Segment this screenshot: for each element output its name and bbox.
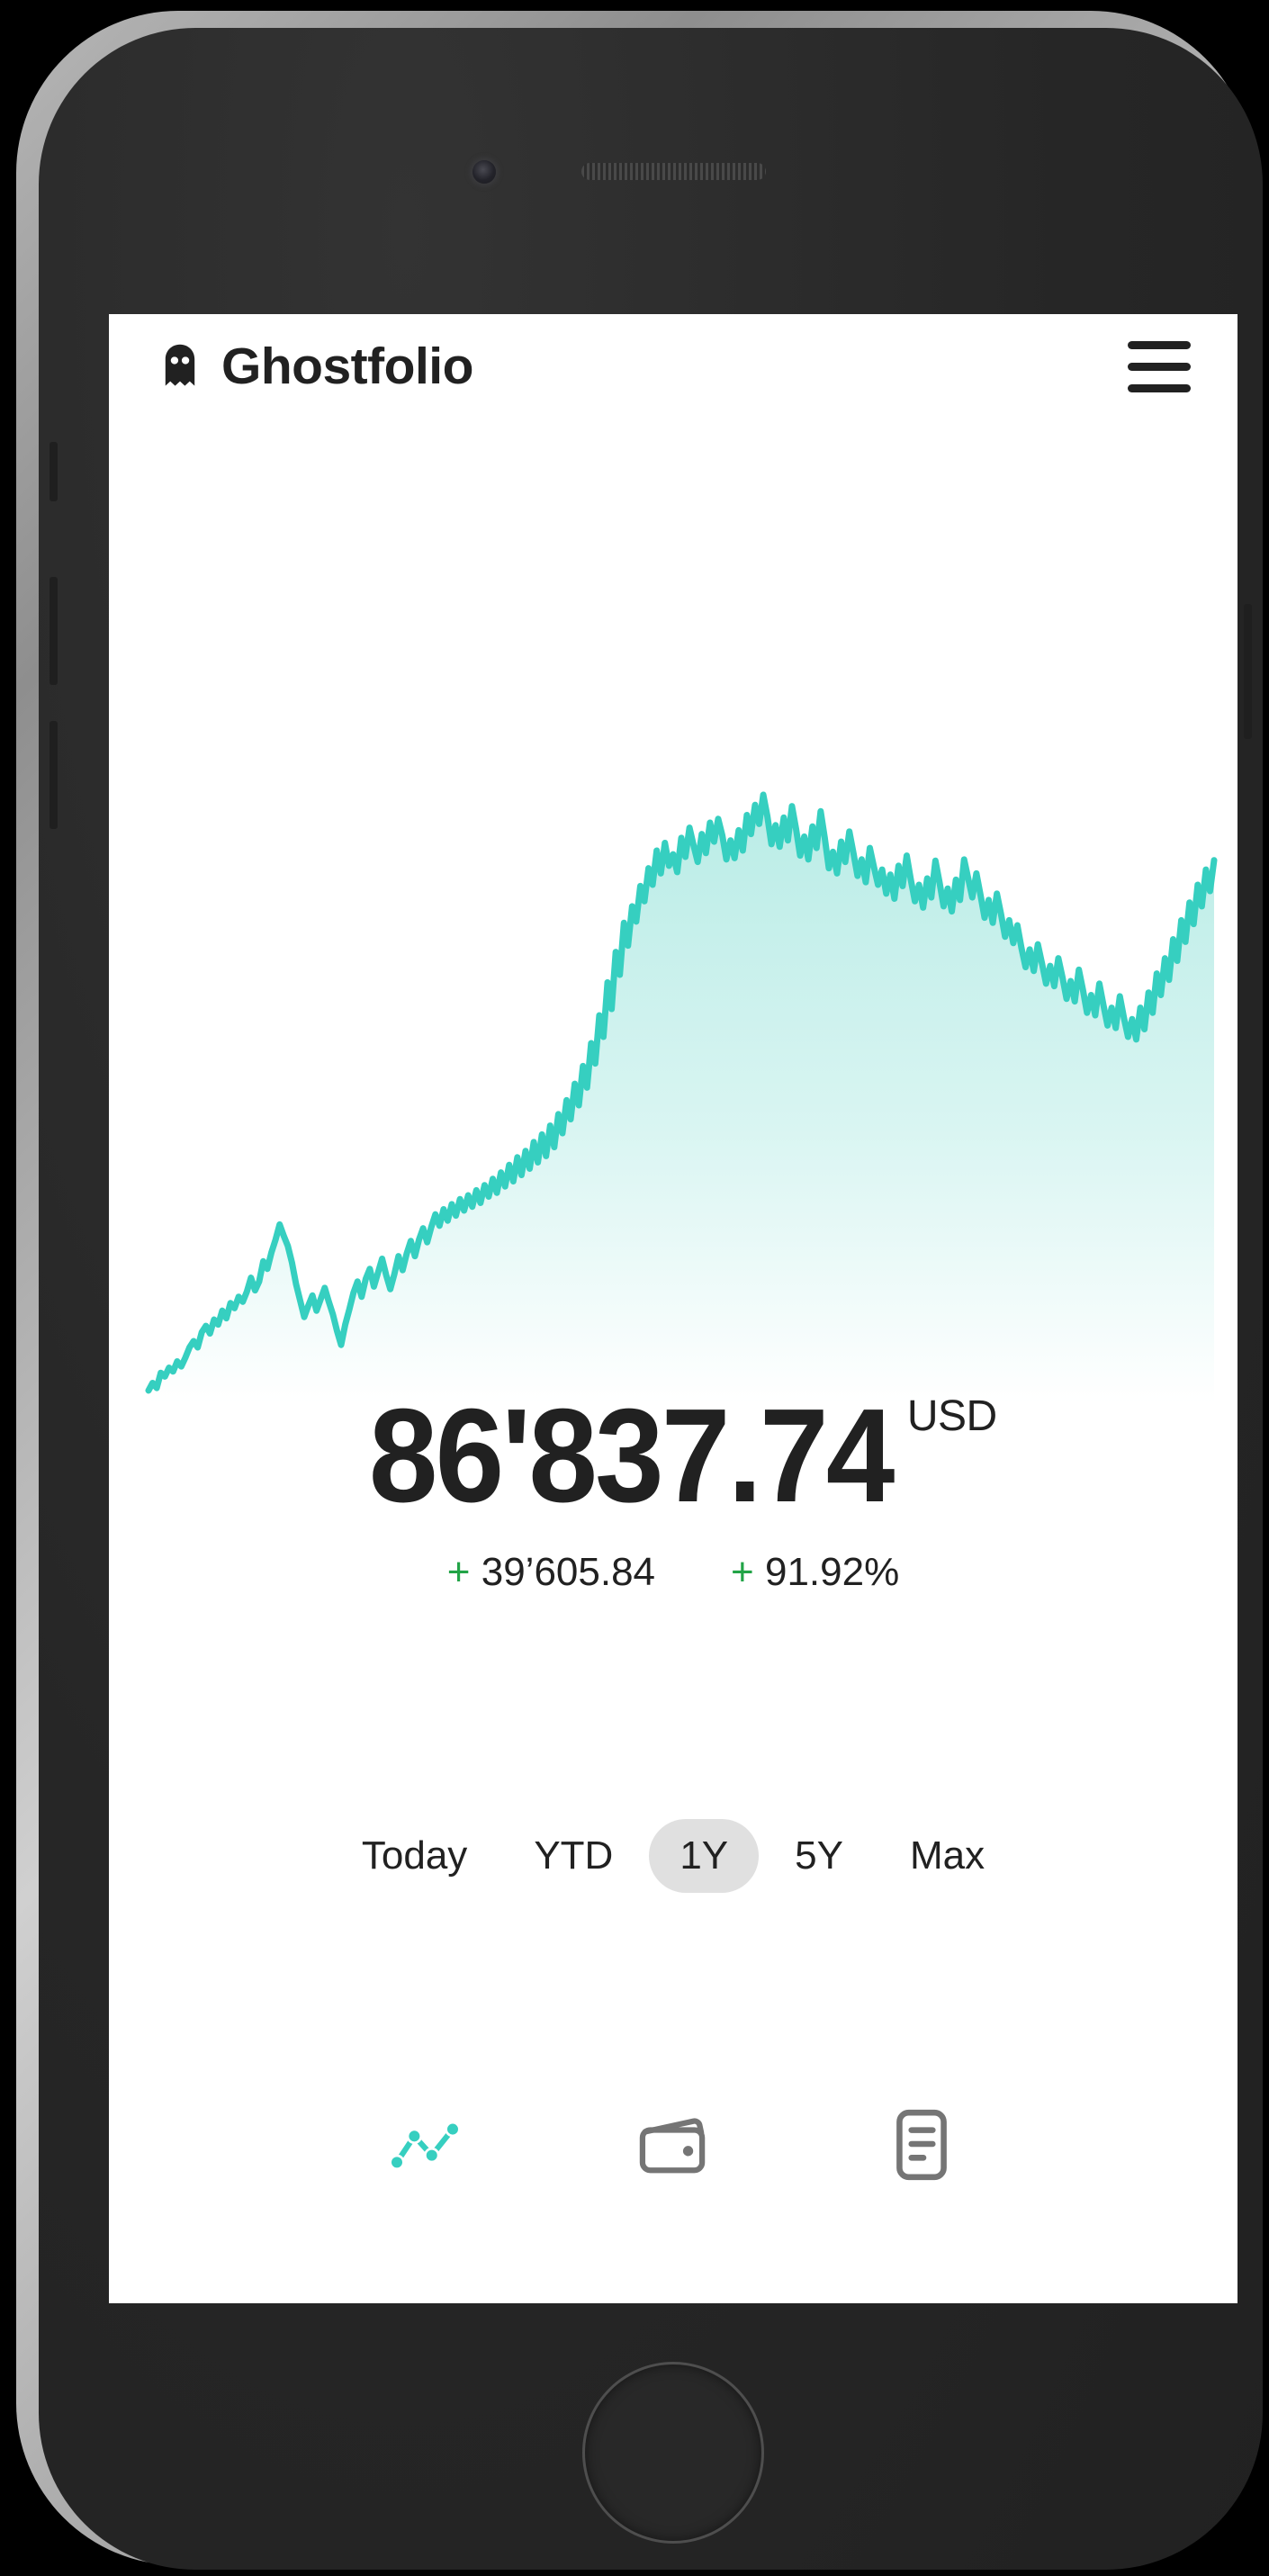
absolute-change-value: 39’605.84 (481, 1550, 656, 1594)
range-tab-max[interactable]: Max (879, 1819, 1015, 1893)
hamburger-bar-2 (1128, 362, 1191, 371)
phone-body: Ghostfolio (39, 28, 1263, 2570)
nav-transactions[interactable] (878, 2102, 965, 2188)
range-tab-5y[interactable]: 5Y (764, 1819, 874, 1893)
nav-overview[interactable] (382, 2102, 468, 2188)
chart-line-path (145, 791, 1218, 1394)
silent-switch-button[interactable] (50, 442, 58, 501)
wallet-icon (634, 2112, 712, 2178)
date-range-tab-group: Today YTD 1Y 5Y Max (109, 1819, 1238, 1894)
earpiece-speaker-grille (581, 163, 766, 180)
line-chart-icon (386, 2117, 464, 2173)
hamburger-bar-3 (1128, 383, 1191, 392)
percent-change: + 91.92% (731, 1550, 899, 1595)
currency-label: USD (906, 1392, 997, 1440)
app-title: Ghostfolio (221, 337, 473, 395)
ghost-icon (156, 342, 204, 391)
total-portfolio-value: 86'837.74 (369, 1382, 896, 1530)
percent-change-sign: + (731, 1550, 754, 1594)
chart-area-fill (148, 795, 1214, 1403)
portfolio-performance-chart[interactable] (109, 782, 1238, 1403)
range-tab-1y[interactable]: 1Y (649, 1819, 760, 1894)
performance-change-row: + 39’605.84 + 91.92% (109, 1550, 1238, 1595)
document-list-icon (889, 2106, 954, 2184)
power-button[interactable] (1244, 604, 1252, 739)
phone-screen: Ghostfolio (109, 314, 1238, 2303)
absolute-change: + 39’605.84 (447, 1550, 655, 1595)
hamburger-menu-icon[interactable] (1120, 328, 1198, 405)
volume-down-button[interactable] (50, 721, 58, 829)
front-camera-icon (472, 160, 496, 184)
app-header: Ghostfolio (109, 314, 1238, 419)
volume-up-button[interactable] (50, 577, 58, 685)
bottom-navigation-bar (109, 2102, 1238, 2188)
total-value-row: 86'837.74 USD (109, 1390, 1238, 1523)
home-button[interactable] (582, 2362, 764, 2544)
portfolio-chart-svg (145, 791, 1218, 1403)
range-tab-today[interactable]: Today (331, 1819, 498, 1893)
absolute-change-sign: + (446, 1550, 471, 1594)
portfolio-value-summary: 86'837.74 USD + 39’605.84 + 91.92% (109, 1390, 1238, 1595)
percent-change-value: 91.92% (764, 1550, 900, 1594)
nav-portfolio[interactable] (630, 2102, 716, 2188)
range-tab-ytd[interactable]: YTD (503, 1819, 644, 1893)
phone-device-frame: Ghostfolio (16, 11, 1263, 2570)
brand-logo-group[interactable]: Ghostfolio (156, 337, 473, 395)
hamburger-bar-1 (1128, 340, 1191, 349)
